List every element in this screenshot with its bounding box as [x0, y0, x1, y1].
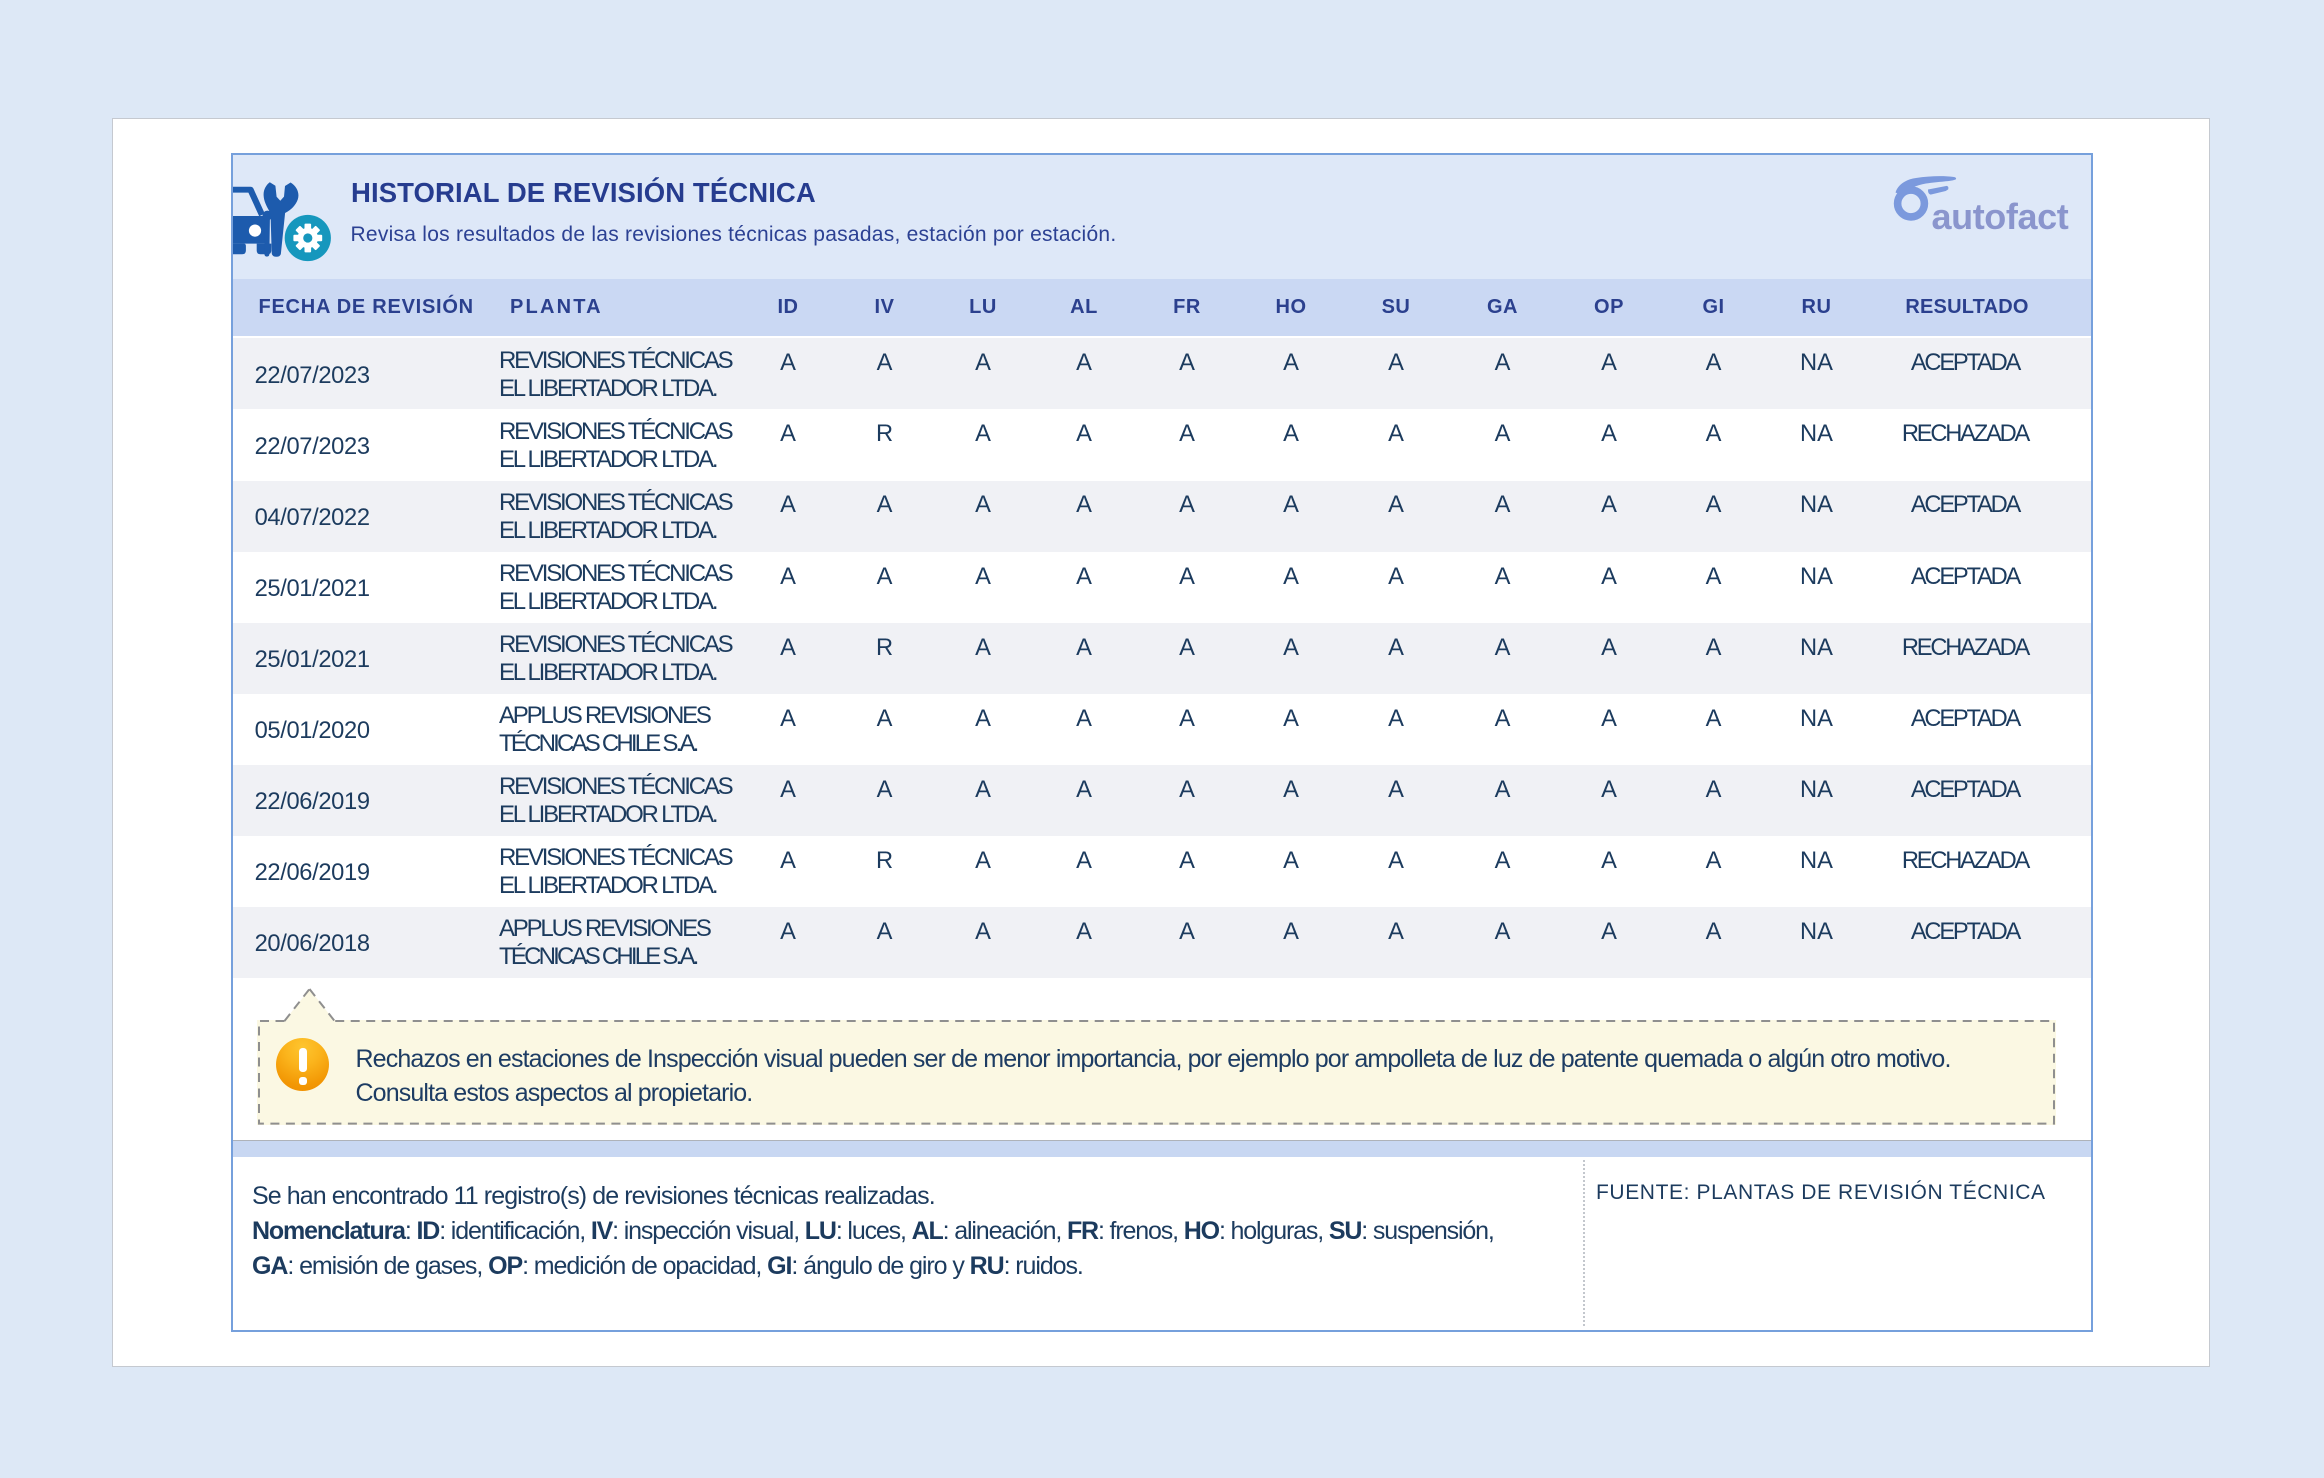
svg-text:autofact: autofact [1932, 196, 2069, 237]
